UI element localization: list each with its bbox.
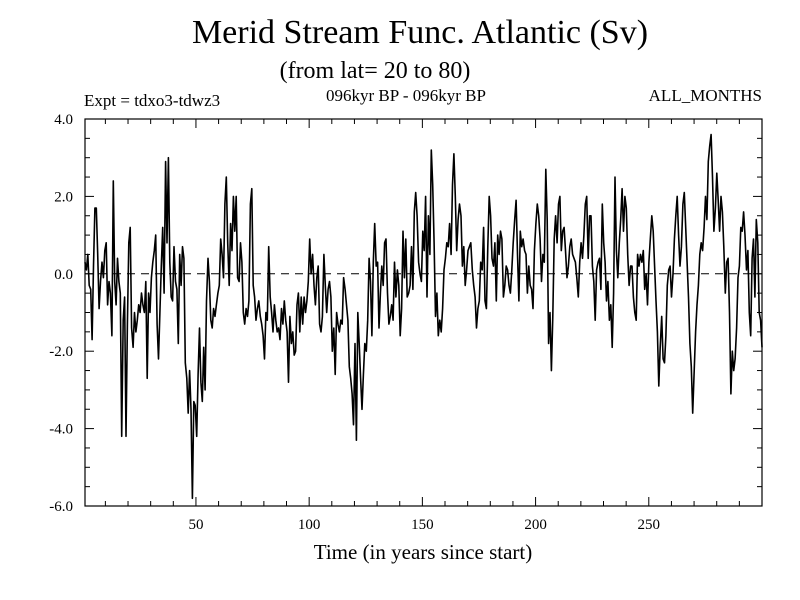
y-tick-label: 0.0 — [54, 267, 73, 283]
period-label: 096kyr BP - 096kyr BP — [326, 86, 486, 105]
axis-ticks — [85, 118, 763, 507]
x-tick-label: 200 — [524, 517, 547, 533]
experiment-label: Expt = tdxo3-tdwz3 — [84, 91, 221, 110]
y-tick-label: 2.0 — [54, 189, 73, 205]
x-tick-label: 50 — [188, 517, 203, 533]
x-tick-label: 150 — [411, 517, 434, 533]
y-tick-label: -6.0 — [49, 499, 73, 515]
x-tick-label: 100 — [298, 517, 321, 533]
series-line — [84, 133, 763, 500]
months-label: ALL_MONTHS — [648, 86, 762, 105]
y-tick-label: 4.0 — [54, 112, 73, 128]
x-tick-label: 250 — [638, 517, 661, 533]
chart-title: Merid Stream Func. Atlantic (Sv) — [191, 14, 649, 51]
y-tick-label: -4.0 — [49, 422, 73, 438]
chart-subtitle: (from lat= 20 to 80) — [279, 58, 471, 84]
y-tick-label: -2.0 — [49, 344, 73, 360]
plot-frame — [84, 118, 763, 507]
axis-tick-labels: -6.0 -4.0 -2.0 0.0 2.0 4.0 50 100 150 200 250 — [49, 112, 660, 533]
x-axis-label: Time (in years since start) — [313, 540, 533, 564]
